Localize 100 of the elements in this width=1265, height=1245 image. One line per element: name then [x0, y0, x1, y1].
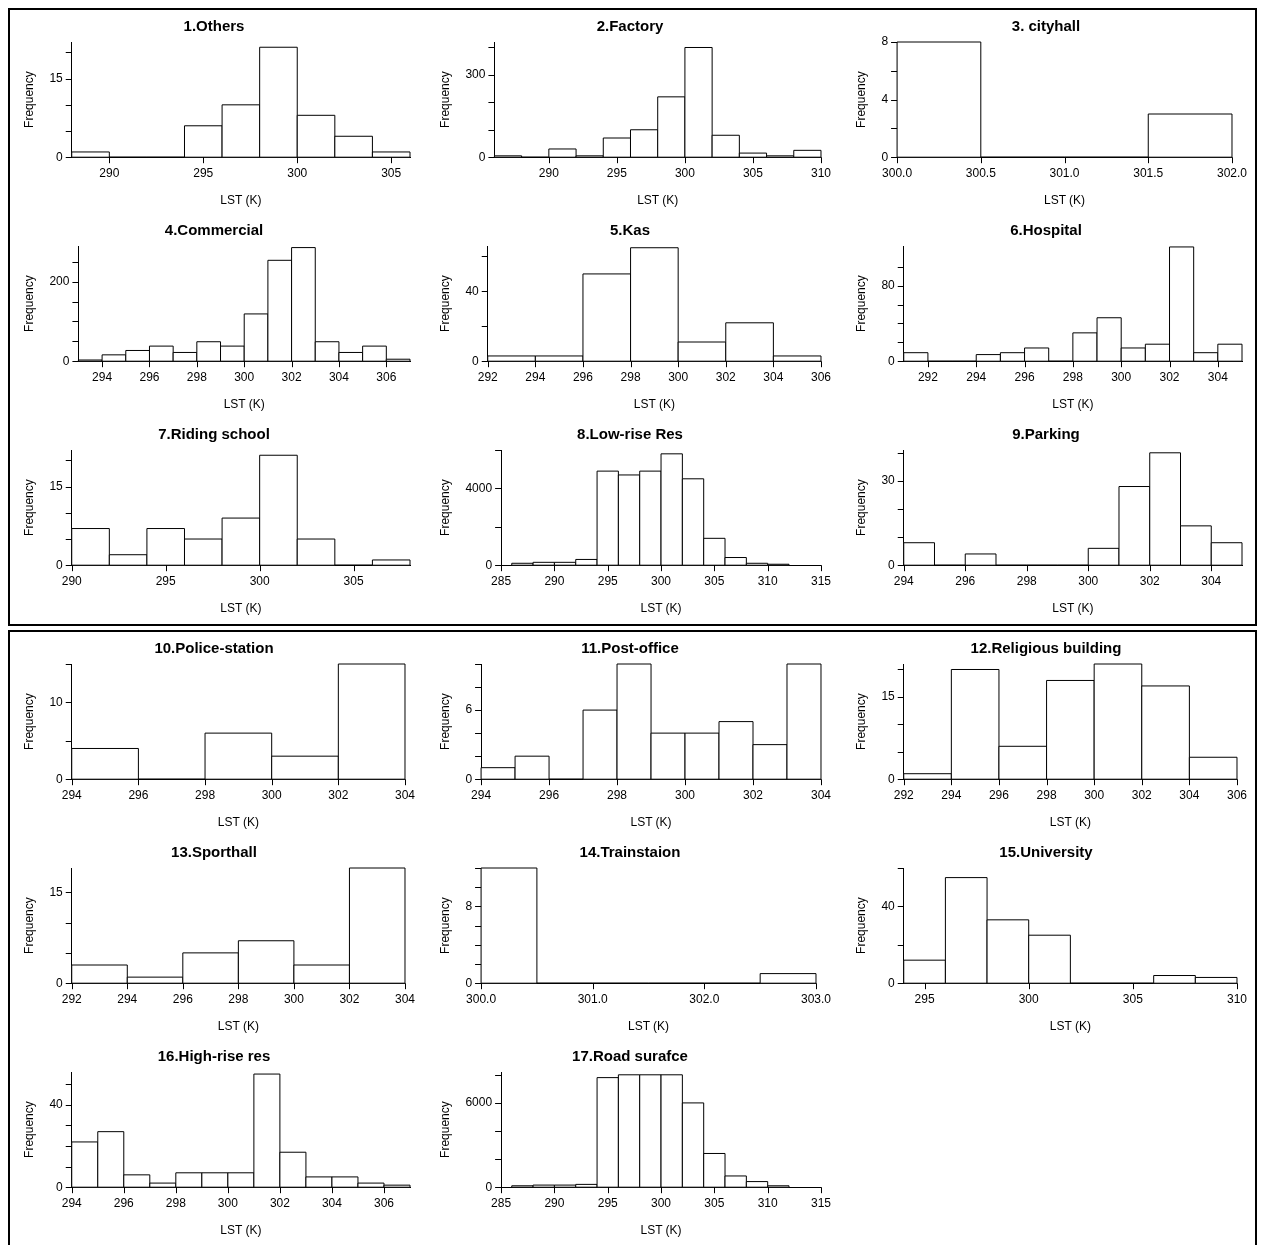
x-tick-label: 304: [1201, 573, 1222, 588]
x-tick-label: 302.0: [689, 991, 720, 1006]
x-tick-label: 295: [606, 165, 628, 180]
x-tick-label: 310: [810, 165, 832, 180]
x-tick-label: 290: [544, 573, 565, 588]
x-tick-label: 302.0: [1216, 165, 1248, 180]
chart-title: 7.Riding school: [158, 425, 270, 443]
x-tick-label: 300: [1018, 991, 1040, 1006]
x-axis-title: LST (K): [1052, 397, 1094, 412]
x-tick-label: 292: [917, 369, 939, 384]
x-tick-label: 300: [287, 165, 308, 180]
y-tick-label: 0: [465, 771, 473, 786]
y-tick-label: 0: [485, 557, 493, 572]
x-tick-label: 294: [966, 369, 987, 384]
y-axis-title: Frequency: [853, 693, 868, 750]
chart-title: 11.Post-office: [581, 639, 679, 657]
y-tick-label: 15: [49, 70, 64, 85]
y-axis-title: Frequency: [21, 71, 36, 128]
y-axis-title: Frequency: [853, 897, 868, 954]
y-axis-title: Frequency: [437, 1101, 452, 1158]
y-tick-label: 0: [485, 1179, 493, 1194]
y-tick-label: 15: [49, 884, 64, 899]
y-tick-label: 8: [465, 898, 473, 913]
x-tick-label: 298: [228, 991, 249, 1006]
x-tick-label: 304: [321, 1195, 343, 1210]
x-tick-label: 285: [491, 1195, 512, 1210]
x-tick-label: 305: [704, 573, 725, 588]
x-tick-label: 292: [61, 991, 83, 1006]
x-tick-label: 296: [572, 369, 594, 384]
x-tick-label: 310: [1226, 991, 1248, 1006]
x-tick-label: 298: [620, 369, 641, 384]
chart-title: 10.Police-station: [154, 639, 274, 657]
y-tick-label: 0: [465, 975, 473, 990]
x-tick-label: 300: [1078, 573, 1099, 588]
chart-title: 15.University: [999, 843, 1094, 861]
x-tick-label: 302: [1131, 787, 1153, 802]
x-tick-label: 302: [715, 369, 737, 384]
x-tick-label: 294: [117, 991, 138, 1006]
y-tick-label: 40: [881, 898, 896, 913]
y-axis-title: Frequency: [437, 275, 452, 332]
y-tick-label: 0: [56, 975, 64, 990]
x-tick-label: 304: [328, 369, 350, 384]
y-tick-label: 6000: [465, 1095, 493, 1110]
x-tick-label: 305: [742, 165, 764, 180]
x-tick-label: 298: [195, 787, 216, 802]
y-axis-title: Frequency: [21, 275, 36, 332]
y-axis-title: Frequency: [21, 693, 36, 750]
x-tick-label: 302: [339, 991, 360, 1006]
x-tick-label: 290: [538, 165, 560, 180]
y-axis-title: Frequency: [21, 897, 36, 954]
chart-title: 4.Commercial: [164, 221, 264, 239]
y-tick-label: 0: [472, 353, 480, 368]
x-tick-label: 304: [1207, 369, 1229, 384]
x-tick-label: 298: [1036, 787, 1057, 802]
x-tick-label: 296: [113, 1195, 135, 1210]
x-axis-title: LST (K): [1043, 193, 1086, 208]
x-tick-label: 295: [597, 573, 619, 588]
x-tick-label: 290: [99, 165, 120, 180]
chart-title: 17.Road surafce: [572, 1047, 688, 1065]
x-tick-label: 306: [373, 1195, 395, 1210]
x-tick-label: 300: [651, 573, 672, 588]
x-tick-label: 296: [988, 787, 1010, 802]
x-tick-label: 310: [757, 1195, 779, 1210]
x-axis-title: LST (K): [1049, 1019, 1091, 1034]
x-axis-title: LST (K): [633, 397, 675, 412]
x-axis-title: LST (K): [217, 1019, 259, 1034]
x-tick-label: 305: [704, 1195, 725, 1210]
y-axis-title: Frequency: [437, 897, 452, 954]
x-tick-label: 300: [249, 573, 270, 588]
y-axis-title: Frequency: [853, 71, 868, 128]
x-tick-label: 300: [234, 369, 255, 384]
chart-title: 6.Hospital: [1010, 221, 1082, 239]
chart-title: 5.Kas: [609, 221, 651, 239]
x-tick-label: 298: [1016, 573, 1038, 588]
x-tick-label: 296: [539, 787, 560, 802]
x-tick-label: 300: [1084, 787, 1105, 802]
y-tick-label: 80: [881, 277, 896, 292]
x-tick-label: 298: [186, 369, 208, 384]
x-tick-label: 298: [607, 787, 628, 802]
y-axis-title: Frequency: [21, 1101, 36, 1158]
y-tick-label: 30: [881, 473, 896, 488]
x-tick-label: 301.0: [1049, 165, 1080, 180]
x-tick-label: 294: [92, 369, 113, 384]
x-tick-label: 300: [283, 991, 305, 1006]
y-tick-label: 8: [881, 34, 889, 49]
x-tick-label: 306: [376, 369, 397, 384]
x-tick-label: 300: [1111, 369, 1132, 384]
y-axis-title: Frequency: [853, 479, 868, 536]
x-tick-label: 306: [810, 369, 832, 384]
x-tick-label: 302: [1159, 369, 1180, 384]
x-tick-label: 302: [269, 1195, 291, 1210]
y-tick-label: 0: [62, 353, 70, 368]
y-tick-label: 40: [49, 1097, 64, 1112]
x-tick-label: 294: [525, 369, 546, 384]
x-tick-label: 294: [893, 573, 915, 588]
y-tick-label: 0: [888, 975, 896, 990]
x-axis-title: LST (K): [640, 1223, 682, 1238]
x-tick-label: 300.5: [965, 165, 997, 180]
x-tick-label: 305: [381, 165, 402, 180]
x-axis-title: LST (K): [640, 601, 682, 616]
